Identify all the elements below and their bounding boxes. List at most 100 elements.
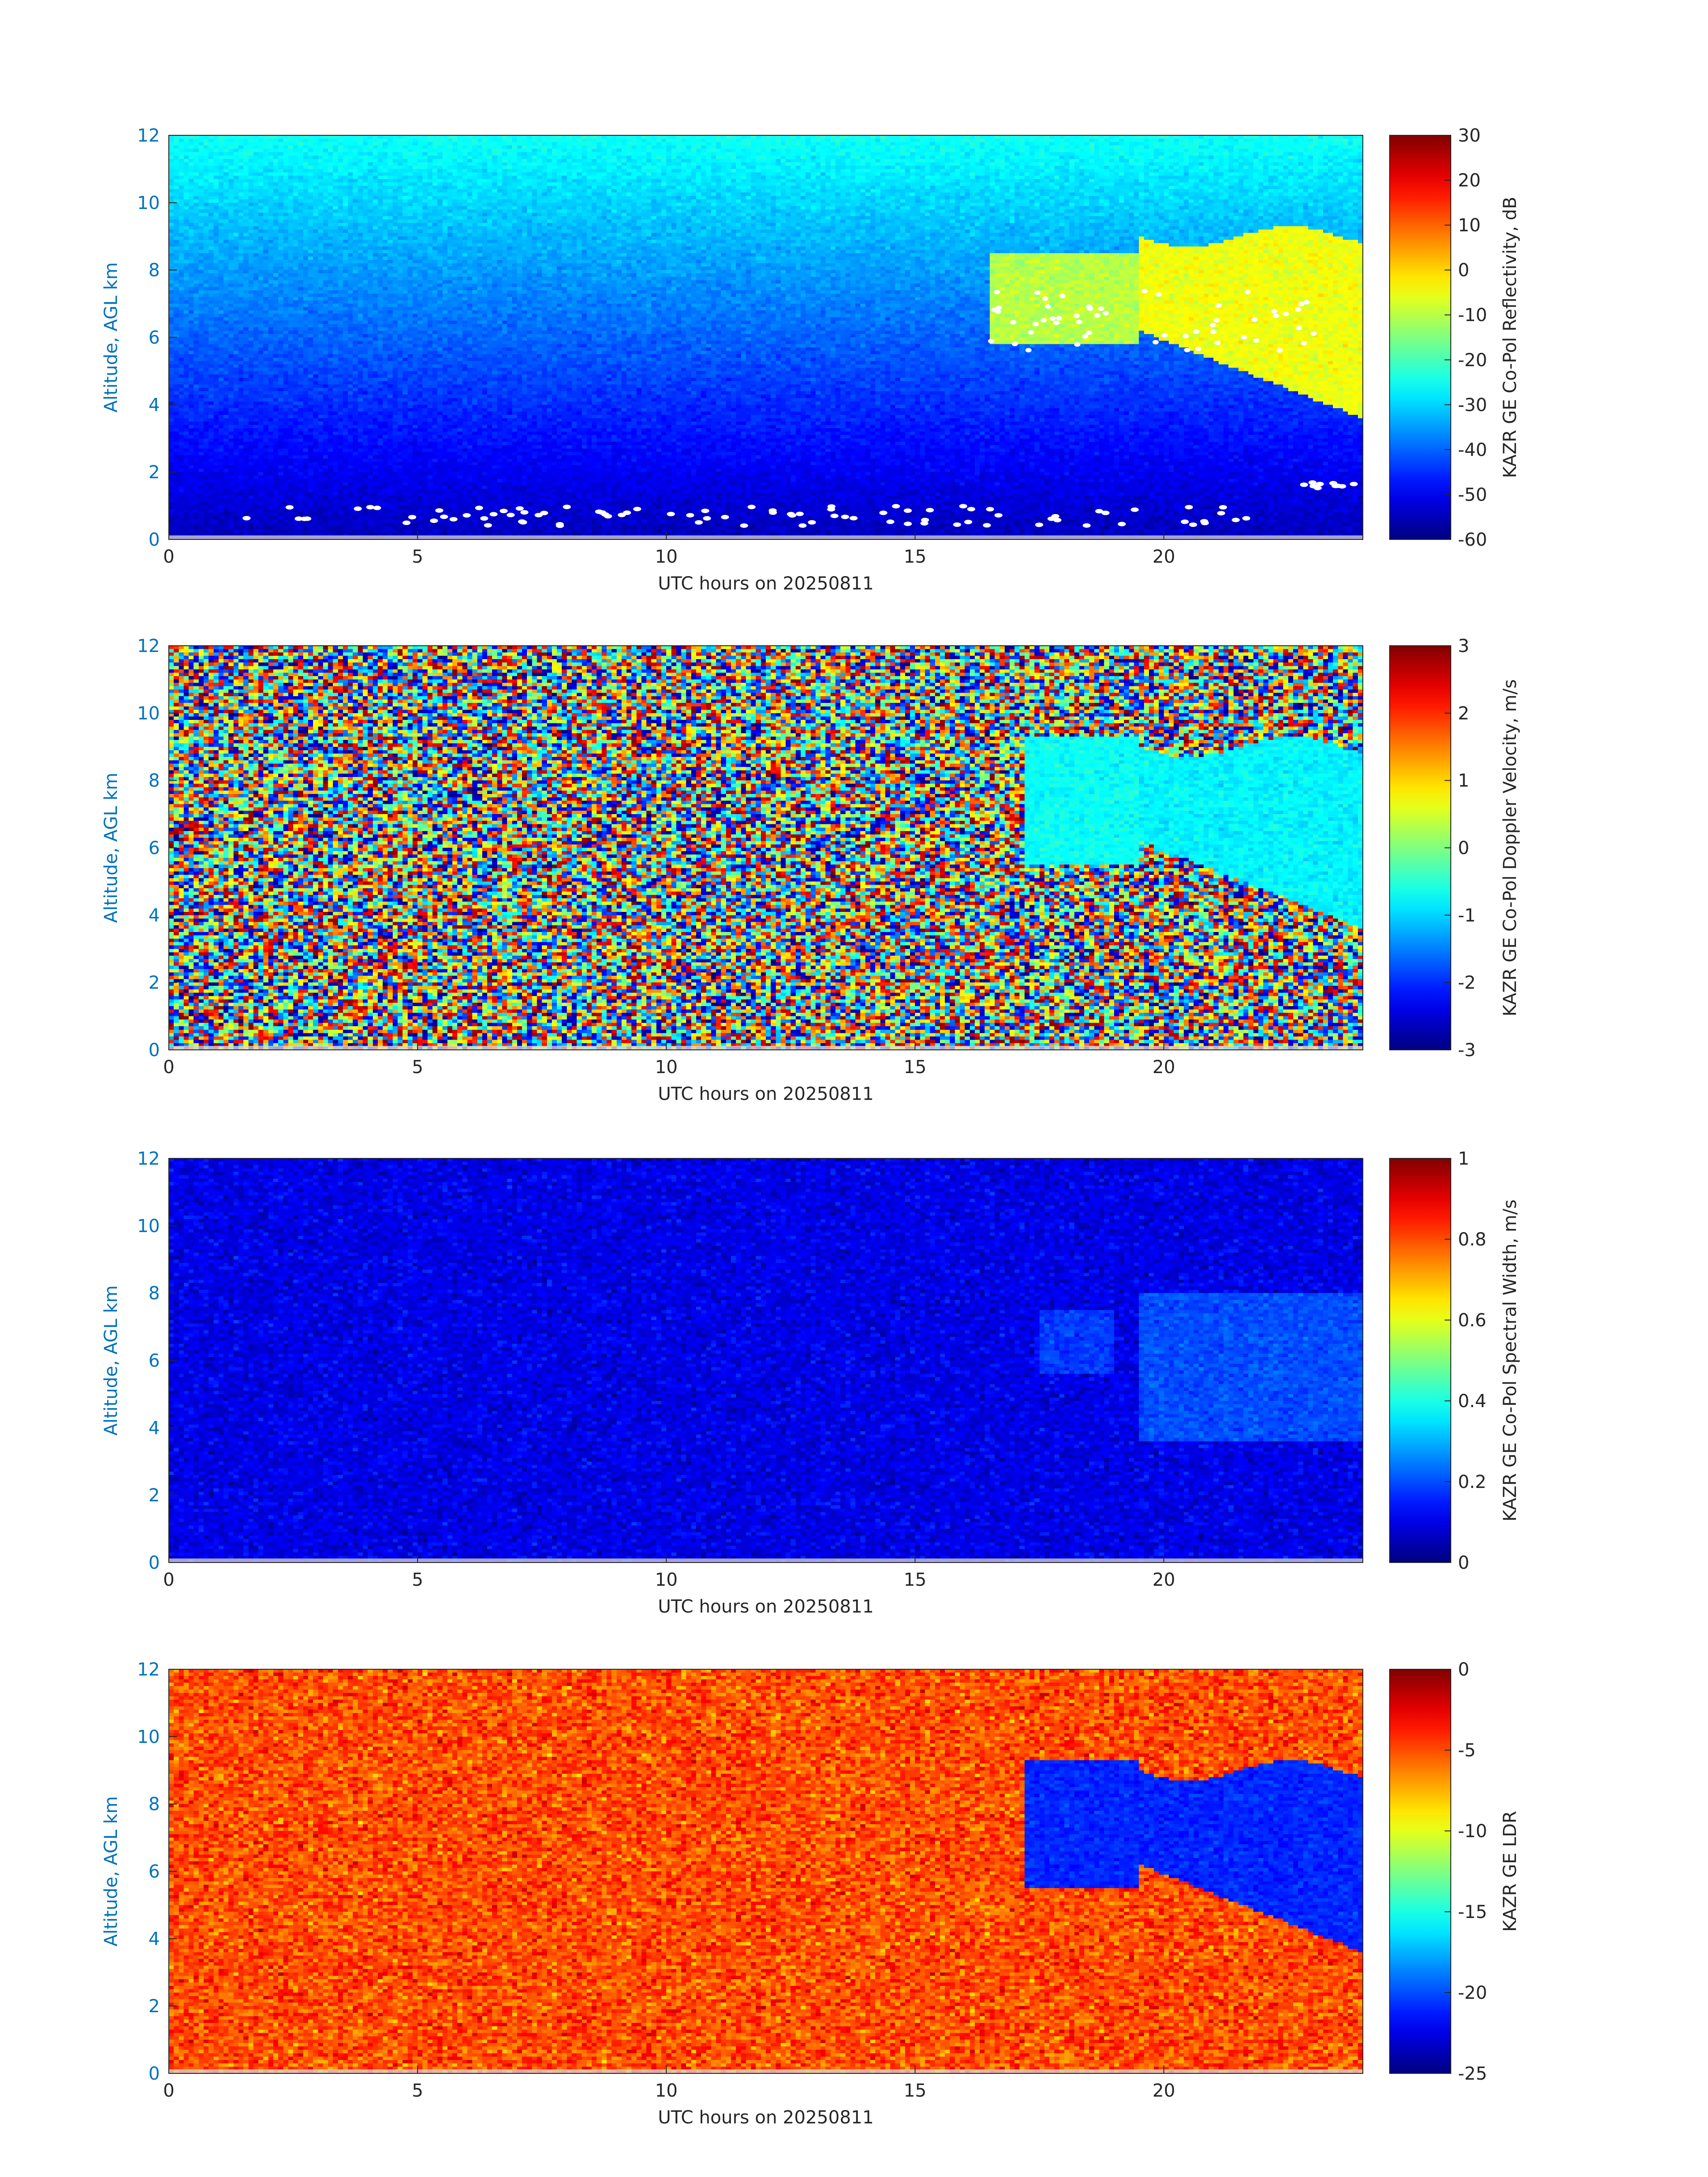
- cloud-marker: [301, 516, 309, 521]
- cloud-marker: [1215, 303, 1222, 308]
- cloud-marker: [1098, 306, 1104, 311]
- y-tick-label: 4: [149, 905, 160, 926]
- cloud-marker: [285, 505, 294, 510]
- cloud-marker: [1295, 326, 1302, 330]
- colorbar-tick-label: 0: [1458, 260, 1469, 281]
- cloud-marker: [563, 505, 571, 510]
- cloud-marker: [1329, 481, 1337, 485]
- y-tick-label: 2: [149, 973, 160, 993]
- y-axis-label: Altitude, AGL km: [101, 773, 121, 923]
- colorbar-tick-label: 1: [1458, 1149, 1469, 1169]
- colorbar-tick-label: -5: [1458, 1740, 1476, 1761]
- y-tick-label: 10: [137, 1216, 160, 1237]
- y-tick-label: 0: [149, 1040, 160, 1061]
- x-tick-label: 0: [163, 547, 174, 567]
- cloud-marker: [1087, 306, 1094, 311]
- cloud-marker: [1251, 317, 1258, 322]
- cloud-marker: [1042, 296, 1048, 301]
- cloud-marker: [892, 504, 900, 509]
- cloud-marker: [373, 506, 381, 510]
- cloud-marker: [1053, 518, 1062, 522]
- y-axis-label: Altitude, AGL km: [101, 262, 121, 413]
- y-tick-label: 8: [149, 771, 160, 791]
- cloud-marker: [1049, 316, 1056, 321]
- cloud-marker: [686, 513, 694, 518]
- cloud-marker: [1273, 313, 1279, 318]
- cloud-marker: [1032, 322, 1039, 326]
- cloud-marker: [1059, 293, 1066, 298]
- cloud-marker: [991, 308, 998, 313]
- cloud-marker: [994, 513, 1003, 518]
- cloud-marker: [449, 517, 458, 522]
- cloud-marker: [886, 519, 894, 524]
- cloud-marker: [633, 506, 641, 511]
- cloud-marker: [1210, 322, 1216, 327]
- cloud-marker: [1214, 340, 1221, 345]
- cloud-marker: [703, 516, 711, 521]
- cloud-marker: [475, 506, 483, 510]
- x-tick-label: 15: [904, 547, 927, 567]
- colorbar-tick-label: -40: [1458, 440, 1487, 460]
- cloud-marker: [1034, 290, 1041, 295]
- cloud-marker: [489, 512, 498, 517]
- y-tick-label: 8: [149, 1794, 160, 1815]
- cloud-marker: [440, 514, 448, 519]
- cloud-marker: [1045, 304, 1052, 309]
- cloud-marker: [1076, 320, 1082, 325]
- cloud-marker: [1276, 348, 1283, 353]
- colorbar-tick-label: -20: [1458, 350, 1487, 371]
- cloud-marker: [748, 505, 756, 510]
- y-tick-label: 6: [149, 1862, 160, 1882]
- x-axis-label: UTC hours on 20250811: [658, 2107, 873, 2128]
- colorbar-label: KAZR GE Co-Pol Reflectivity, dB: [1500, 197, 1520, 478]
- cloud-marker: [618, 513, 626, 518]
- y-tick-label: 2: [149, 462, 160, 483]
- cloud-marker: [1349, 481, 1358, 486]
- cloud-marker: [519, 520, 527, 525]
- cloud-marker: [1161, 333, 1168, 338]
- colorbar-tick-label: 0: [1458, 838, 1469, 859]
- colorbar-tick-label: 0.4: [1458, 1391, 1487, 1412]
- x-tick-label: 20: [1153, 1057, 1175, 1078]
- x-tick-label: 5: [412, 2081, 423, 2101]
- cloud-marker: [988, 338, 994, 343]
- y-tick-label: 12: [137, 1149, 160, 1169]
- x-tick-label: 20: [1153, 2081, 1175, 2101]
- cloud-marker: [1101, 510, 1110, 515]
- cloud-marker: [1118, 522, 1126, 526]
- colorbar-tick-label: -2: [1458, 973, 1476, 993]
- cloud-marker: [694, 520, 703, 525]
- cloud-marker: [967, 507, 975, 512]
- cloud-marker: [994, 289, 1000, 294]
- colorbar-tick-label: -20: [1458, 1983, 1487, 2003]
- cloud-marker: [1035, 522, 1044, 527]
- y-tick-label: 4: [149, 395, 160, 415]
- cloud-marker: [1298, 302, 1305, 307]
- x-tick-label: 15: [904, 1570, 927, 1590]
- cloud-marker: [354, 506, 362, 511]
- cloud-marker: [921, 518, 929, 522]
- cloud-marker: [721, 515, 729, 520]
- cloud-marker: [964, 519, 973, 524]
- cloud-marker: [430, 518, 438, 523]
- y-tick-label: 4: [149, 1929, 160, 1949]
- y-tick-label: 0: [149, 530, 160, 550]
- x-tick-label: 15: [904, 1057, 927, 1078]
- cloud-marker: [740, 523, 748, 528]
- cloud-marker: [520, 510, 529, 515]
- x-tick-label: 0: [163, 1057, 174, 1078]
- colorbar-tick-label: -60: [1458, 530, 1487, 550]
- cloud-marker: [808, 520, 816, 525]
- y-axis-label: Altitude, AGL km: [101, 1285, 121, 1436]
- y-axis-label: Altitude, AGL km: [101, 1796, 121, 1947]
- cloud-marker: [1300, 341, 1307, 346]
- x-tick-label: 15: [904, 2081, 927, 2101]
- colorbar-tick-label: 0: [1458, 1553, 1469, 1573]
- cloud-marker: [242, 516, 251, 521]
- cloud-marker: [1232, 518, 1240, 522]
- y-tick-label: 6: [149, 328, 160, 348]
- cloud-marker: [1189, 522, 1197, 527]
- colorbar-tick-label: 20: [1458, 171, 1481, 191]
